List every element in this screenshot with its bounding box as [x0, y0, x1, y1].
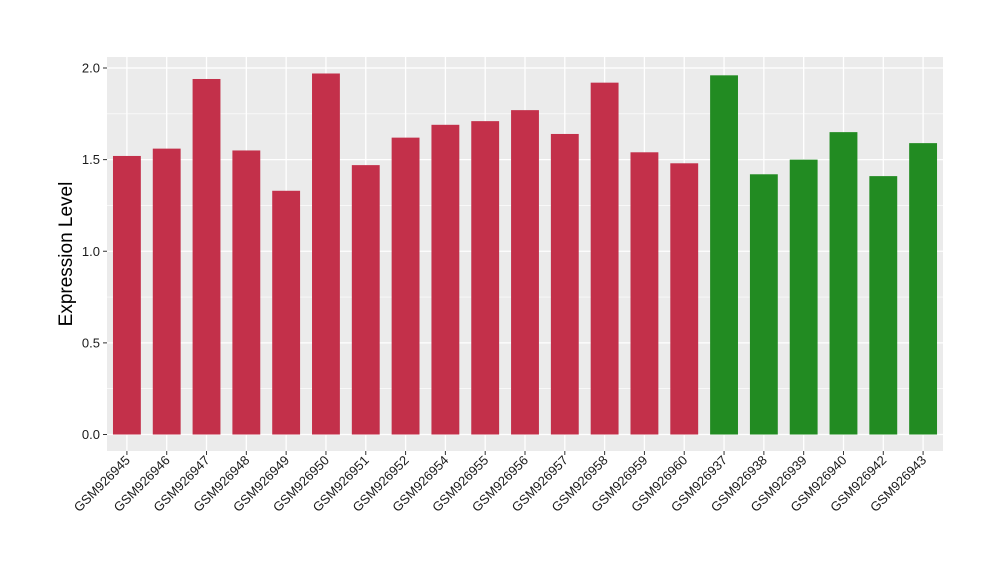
y-tick-label: 2.0 [82, 60, 100, 75]
y-tick-label: 1.0 [82, 244, 100, 259]
bar [670, 163, 699, 435]
bar [232, 150, 261, 435]
bar [431, 124, 460, 435]
bar [312, 73, 340, 435]
y-tick-label: 0.0 [82, 427, 100, 442]
x-axis: GSM926945GSM926946GSM926947GSM926948GSM9… [71, 451, 929, 515]
bar [511, 110, 539, 435]
bar [152, 148, 181, 435]
bar [590, 82, 619, 435]
bar [471, 121, 500, 435]
bar [749, 174, 778, 435]
bar [550, 133, 579, 435]
bar [112, 155, 141, 435]
bar [710, 75, 738, 435]
y-tick-label: 0.5 [82, 335, 100, 350]
bar [829, 132, 858, 435]
bar [192, 78, 221, 435]
y-axis-title: Expression Level [56, 182, 77, 327]
bar [391, 137, 420, 435]
bar [789, 159, 818, 435]
bar [630, 152, 659, 435]
bar [909, 143, 938, 435]
bar [869, 176, 898, 435]
y-tick-label: 1.5 [82, 152, 100, 167]
bar [351, 165, 380, 435]
y-axis: 0.0 0.5 1.0 1.5 2.0 [82, 60, 107, 442]
bar [272, 190, 301, 435]
bars [112, 73, 938, 435]
